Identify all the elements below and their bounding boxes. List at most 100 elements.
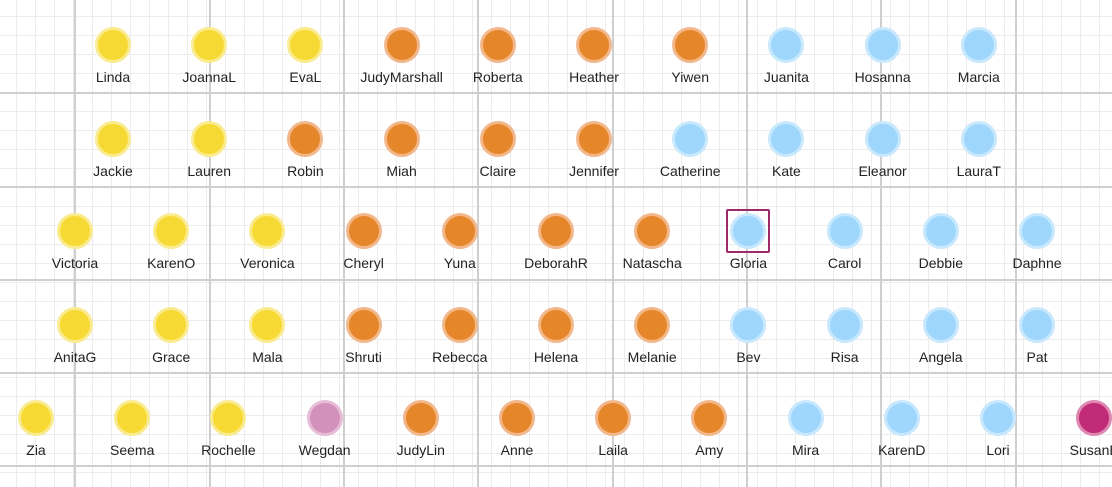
person-node[interactable]: Roberta	[450, 25, 550, 95]
person-dot	[538, 307, 574, 343]
person-dot	[153, 307, 190, 343]
person-dot	[287, 121, 324, 157]
person-label: Marcia	[957, 69, 1000, 85]
person-dot	[345, 307, 382, 343]
person-dot	[114, 400, 151, 436]
person-node[interactable]: Wegdan	[277, 398, 377, 468]
person-node[interactable]: Cheryl	[316, 211, 416, 281]
person-label: Wegdan	[298, 442, 351, 458]
person-label: Carol	[827, 255, 862, 271]
person-node[interactable]: Bev	[700, 305, 800, 375]
person-node[interactable]: JudyLin	[373, 398, 473, 468]
person-node[interactable]: Melanie	[604, 305, 704, 375]
person-label: Yuna	[443, 255, 476, 271]
person-node[interactable]: Marcia	[931, 25, 1031, 95]
person-dot	[980, 400, 1016, 436]
person-node[interactable]: Shruti	[316, 305, 416, 375]
grid-line-vertical	[343, 0, 345, 487]
person-dot	[153, 213, 190, 249]
person-node[interactable]: JudyMarshall	[354, 25, 454, 95]
person-label: DeborahR	[524, 255, 588, 271]
person-label: JudyLin	[396, 442, 445, 458]
person-node[interactable]: Linda	[65, 25, 165, 95]
person-node[interactable]: Debbie	[893, 211, 993, 281]
person-node[interactable]: Pat	[989, 305, 1089, 375]
person-node[interactable]: Natascha	[604, 211, 704, 281]
person-node[interactable]: Veronica	[219, 211, 319, 281]
person-label: Jackie	[93, 163, 133, 179]
person-label: Anne	[500, 442, 534, 458]
grid-line-horizontal	[0, 372, 1112, 374]
person-node[interactable]: Mala	[219, 305, 319, 375]
person-label: Mala	[252, 349, 283, 365]
person-dot	[922, 213, 959, 249]
person-node[interactable]: Lauren	[161, 119, 261, 189]
person-node[interactable]: Jackie	[65, 119, 165, 189]
person-node[interactable]: Yuna	[412, 211, 512, 281]
person-dot	[1019, 213, 1055, 249]
person-node[interactable]: KarenO	[123, 211, 223, 281]
person-node[interactable]: Daphne	[989, 211, 1089, 281]
person-node[interactable]: DeborahR	[508, 211, 608, 281]
person-node[interactable]: Eleanor	[835, 119, 935, 189]
person-dot	[402, 400, 439, 436]
person-node[interactable]: Kate	[738, 119, 838, 189]
person-label: Lori	[986, 442, 1010, 458]
person-node[interactable]: AnitaG	[27, 305, 127, 375]
person-node[interactable]: JoannaL	[161, 25, 261, 95]
person-node[interactable]: Rochelle	[180, 398, 280, 468]
person-node[interactable]: SusanB	[1046, 398, 1112, 468]
person-label: LauraT	[956, 163, 1001, 179]
person-node[interactable]: Rebecca	[412, 305, 512, 375]
person-label: JoannaL	[182, 69, 237, 85]
person-dot	[576, 121, 612, 157]
person-dot	[730, 213, 767, 249]
person-label: Helena	[533, 349, 579, 365]
person-node[interactable]: Robin	[257, 119, 357, 189]
person-node[interactable]: Claire	[450, 119, 550, 189]
person-node[interactable]: Mira	[758, 398, 858, 468]
person-node[interactable]: Miah	[354, 119, 454, 189]
person-node[interactable]: Juanita	[738, 25, 838, 95]
person-dot	[306, 400, 343, 436]
person-label: Melanie	[627, 349, 677, 365]
person-dot	[210, 400, 247, 436]
person-node[interactable]: Victoria	[27, 211, 127, 281]
grid-line-horizontal	[0, 92, 1112, 94]
person-node[interactable]: Zia	[0, 398, 88, 468]
person-node[interactable]: Heather	[546, 25, 646, 95]
person-dot	[57, 213, 93, 249]
person-node[interactable]: EvaL	[257, 25, 357, 95]
person-dot	[691, 400, 728, 436]
person-node[interactable]: Helena	[508, 305, 608, 375]
person-node[interactable]: Gloria	[700, 209, 800, 281]
person-label: Daphne	[1012, 255, 1062, 271]
person-dot	[538, 213, 574, 249]
person-label: Seema	[110, 442, 155, 458]
person-node[interactable]: Amy	[661, 398, 761, 468]
person-label: Kate	[771, 163, 801, 179]
person-dot	[922, 307, 959, 343]
person-dot	[479, 121, 516, 157]
person-node[interactable]: Risa	[797, 305, 897, 375]
person-label: KarenD	[878, 442, 926, 458]
person-node[interactable]: Carol	[797, 211, 897, 281]
person-dot	[95, 27, 131, 63]
person-node[interactable]: Seema	[84, 398, 184, 468]
person-node[interactable]: Anne	[469, 398, 569, 468]
person-dot	[345, 213, 382, 249]
person-node[interactable]: Jennifer	[546, 119, 646, 189]
person-dot	[383, 121, 420, 157]
person-node[interactable]: Yiwen	[642, 25, 742, 95]
person-dot	[864, 121, 901, 157]
person-node[interactable]: Catherine	[642, 119, 742, 189]
person-label: Veronica	[240, 255, 295, 271]
person-node[interactable]: Lori	[950, 398, 1050, 468]
person-node[interactable]: Grace	[123, 305, 223, 375]
person-node[interactable]: Angela	[893, 305, 993, 375]
person-node[interactable]: Laila	[565, 398, 665, 468]
person-dot	[768, 121, 805, 157]
person-node[interactable]: Hosanna	[835, 25, 935, 95]
person-node[interactable]: LauraT	[931, 119, 1031, 189]
person-node[interactable]: KarenD	[854, 398, 954, 468]
